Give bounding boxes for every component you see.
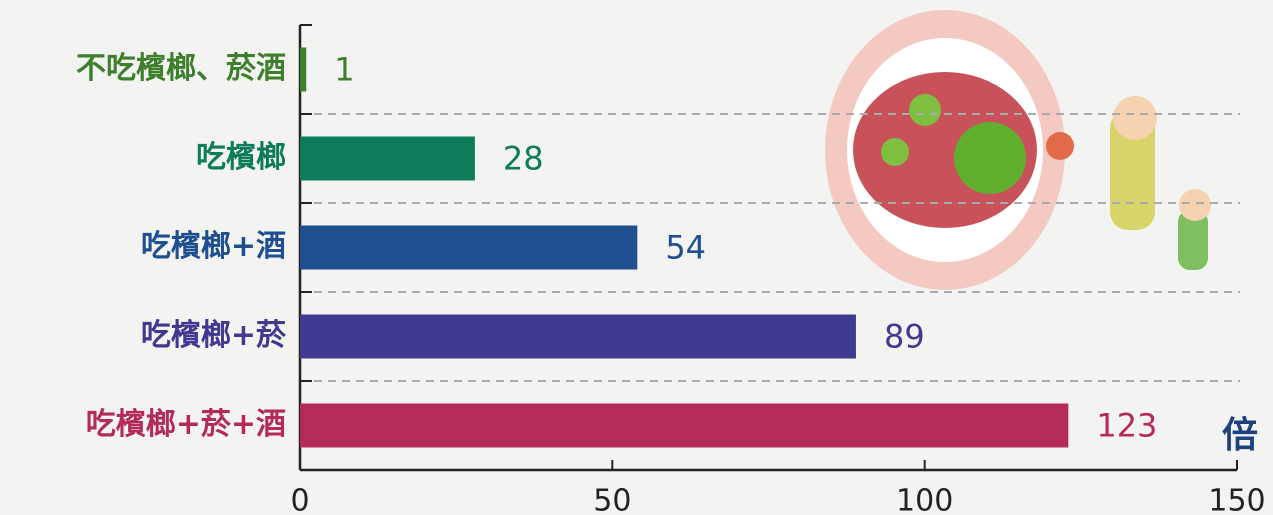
unit-label: 倍 xyxy=(1222,415,1258,456)
value-label: 89 xyxy=(884,318,925,356)
category-label: 吃檳榔 xyxy=(196,140,286,175)
bar xyxy=(300,137,475,181)
value-label: 28 xyxy=(503,140,544,178)
category-label: 吃檳榔+酒 xyxy=(141,229,286,264)
x-tick-label: 150 xyxy=(1208,484,1265,515)
bar xyxy=(300,48,306,92)
chart: 0 50 100 150 不吃檳榔、菸酒 1 吃檳榔 28 吃檳榔+酒 54 吃檳榔+菸 89 吃檳榔+… xyxy=(0,0,1273,515)
x-tick-label: 0 xyxy=(290,484,309,515)
value-label: 54 xyxy=(665,229,706,267)
value-label: 1 xyxy=(334,51,354,89)
category-label: 吃檳榔+菸+酒 xyxy=(86,407,286,442)
x-tick-label: 50 xyxy=(593,484,631,515)
value-label: 123 xyxy=(1096,407,1157,445)
bar xyxy=(300,404,1068,448)
category-label: 不吃檳榔、菸酒 xyxy=(76,51,286,86)
category-label: 吃檳榔+菸 xyxy=(141,318,287,353)
x-tick-label: 100 xyxy=(896,484,953,515)
bar xyxy=(300,315,856,359)
bar xyxy=(300,226,637,270)
